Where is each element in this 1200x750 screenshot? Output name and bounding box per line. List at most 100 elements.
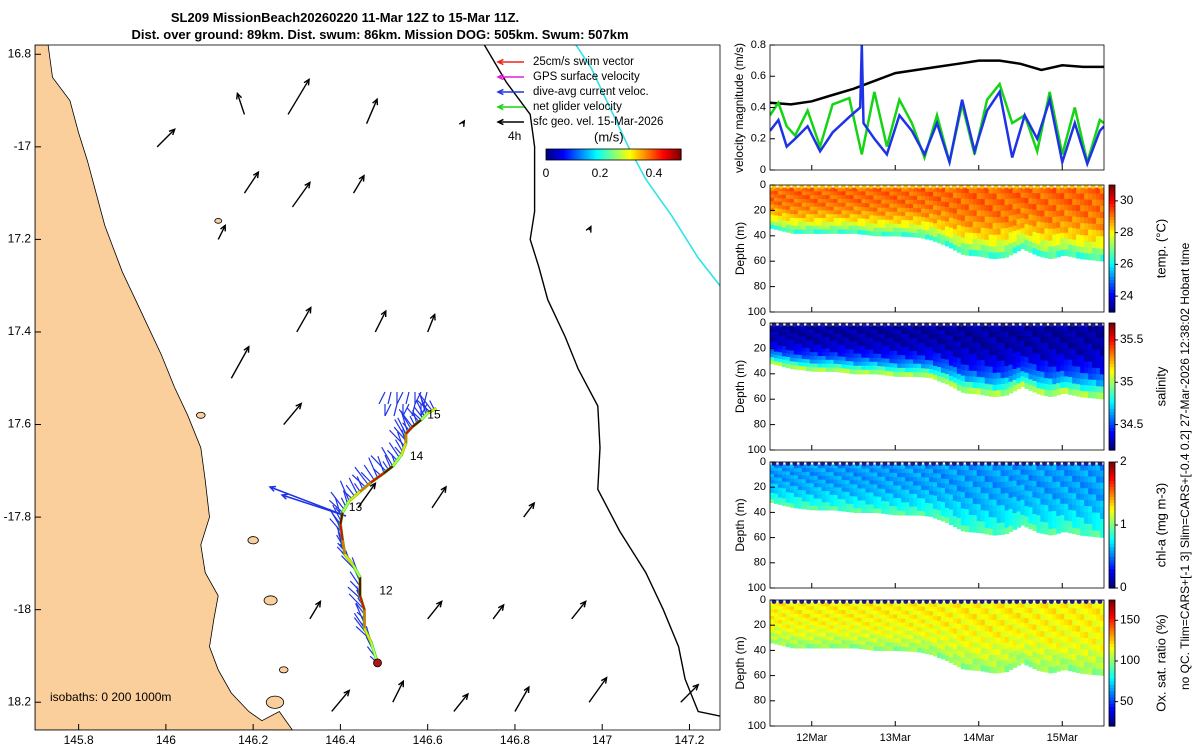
dive-avg-current-vector [420,403,428,417]
map-y-tick-label: 17.6 [8,417,32,431]
surface-dot [924,185,929,189]
legend-label: 25cm/s swim vector [533,56,634,68]
surface-dot [924,600,929,604]
surface-dot [799,600,805,604]
section-colorbar [1108,184,1116,313]
map-x-tick-label: 146.2 [238,733,268,747]
colorbar-tick-label: 100 [1120,653,1140,667]
time-tick-label: 14Mar [963,732,995,744]
depth-axis-label: Depth (m) [733,636,747,689]
depth-tick-label: 60 [754,255,766,267]
surface-dot [1090,323,1096,327]
colorbar-tick-label: 1 [1120,517,1127,531]
surface-dot [854,600,860,604]
surface-dot [958,462,964,466]
map-y-tick-label: -17 [14,139,32,153]
surface-dot [827,185,832,189]
surface-dot [840,462,846,466]
surface-dot [1076,323,1082,327]
surface-dot [993,462,999,466]
track-segment [359,481,372,493]
map-legend: 25cm/s swim vector GPS surface velocity di… [496,56,663,128]
scale-label: 4h [508,129,521,143]
surface-dot [1062,185,1068,189]
depth-tick-label: 100 [748,306,766,318]
dive-avg-current-vector [393,403,398,417]
surface-dot [1014,185,1020,189]
net-glider-velocity-line [338,406,438,664]
surface-dot [854,462,860,466]
dive-avg-current-vector [348,477,358,495]
track-segment [370,472,385,484]
geo-velocity-vector [492,603,505,620]
dive-avg-current-vector [351,474,366,488]
surface-dot [951,600,957,604]
surface-dot [799,185,805,189]
geo-velocity-vector [514,685,530,712]
surface-dot [861,185,867,189]
day-label: 14 [410,449,424,463]
colorbar-tick-label: 150 [1120,612,1140,626]
surface-dot [965,462,971,466]
velocity-series [770,59,1104,106]
surface-dot [1021,462,1027,466]
surface-dot [1007,462,1013,466]
track-segment [420,412,429,421]
surface-dot [834,600,839,604]
dive-avg-current-vector [356,476,364,490]
velocity-panel: 0 0.2 0.4 0.6 0.8 velocity magnitude (m/s) [732,39,1105,176]
map-y-tick-label: 17.4 [8,324,32,338]
surface-dot [1055,600,1061,604]
depth-tick-label: 20 [754,342,766,354]
surface-dot [1055,462,1061,466]
surface-dot [1069,462,1075,466]
surface-dot [1028,462,1034,466]
map-x-tick-label: 147 [592,733,612,747]
depth-tick-label: 40 [754,506,766,518]
geo-velocity-vector [331,689,351,712]
dive-avg-current-vector [360,471,372,483]
surface-dot [931,185,936,189]
surface-dot [882,600,888,604]
surface-dot [771,600,777,604]
surface-dot [875,600,881,604]
surface-dot [1049,185,1054,189]
surface-dot [792,323,798,327]
colorbar-label: temp. (°C) [1153,219,1168,278]
chart-title-line2: Dist. over ground: 89km. Dist. swum: 86k… [131,27,629,42]
surface-dot [896,462,902,466]
surface-dot [861,462,867,466]
velocity-ylabel: velocity magnitude (m/s) [732,43,746,173]
surface-dot [834,462,839,466]
island [196,411,206,419]
track-segment [339,523,344,541]
track-segment [341,500,351,513]
surface-dot [972,185,978,189]
surface-dot [806,462,812,466]
colorbar-label: chl-a (mg m-3) [1153,483,1168,568]
dive-avg-current-vector [329,518,342,533]
surface-dot [861,600,867,604]
dive-avg-current-vector [413,406,424,419]
geo-velocity-vector [156,128,176,148]
surface-dot [875,185,881,189]
surface-dot [958,185,964,189]
geo-velocity-vector [291,181,311,208]
map-x-tick-label: 146.4 [325,733,355,747]
colorbar-tick-label: 30 [1120,193,1134,207]
surface-dot [965,600,971,604]
surface-dot [1042,462,1047,466]
geo-velocity-vector [431,485,447,509]
geo-velocity-vector [374,309,387,333]
depth-axis-label: Depth (m) [733,222,747,275]
surface-dot [931,462,936,466]
surface-dot [1042,323,1047,327]
dive-avg-current-vector [353,482,361,492]
dive-avg-current-vector [418,392,433,412]
surface-dot [986,323,992,327]
surface-dot [827,323,832,327]
geo-velocity-vector [243,170,260,194]
surface-dot [840,185,846,189]
geo-velocity-vector [230,345,250,379]
island [265,695,285,709]
